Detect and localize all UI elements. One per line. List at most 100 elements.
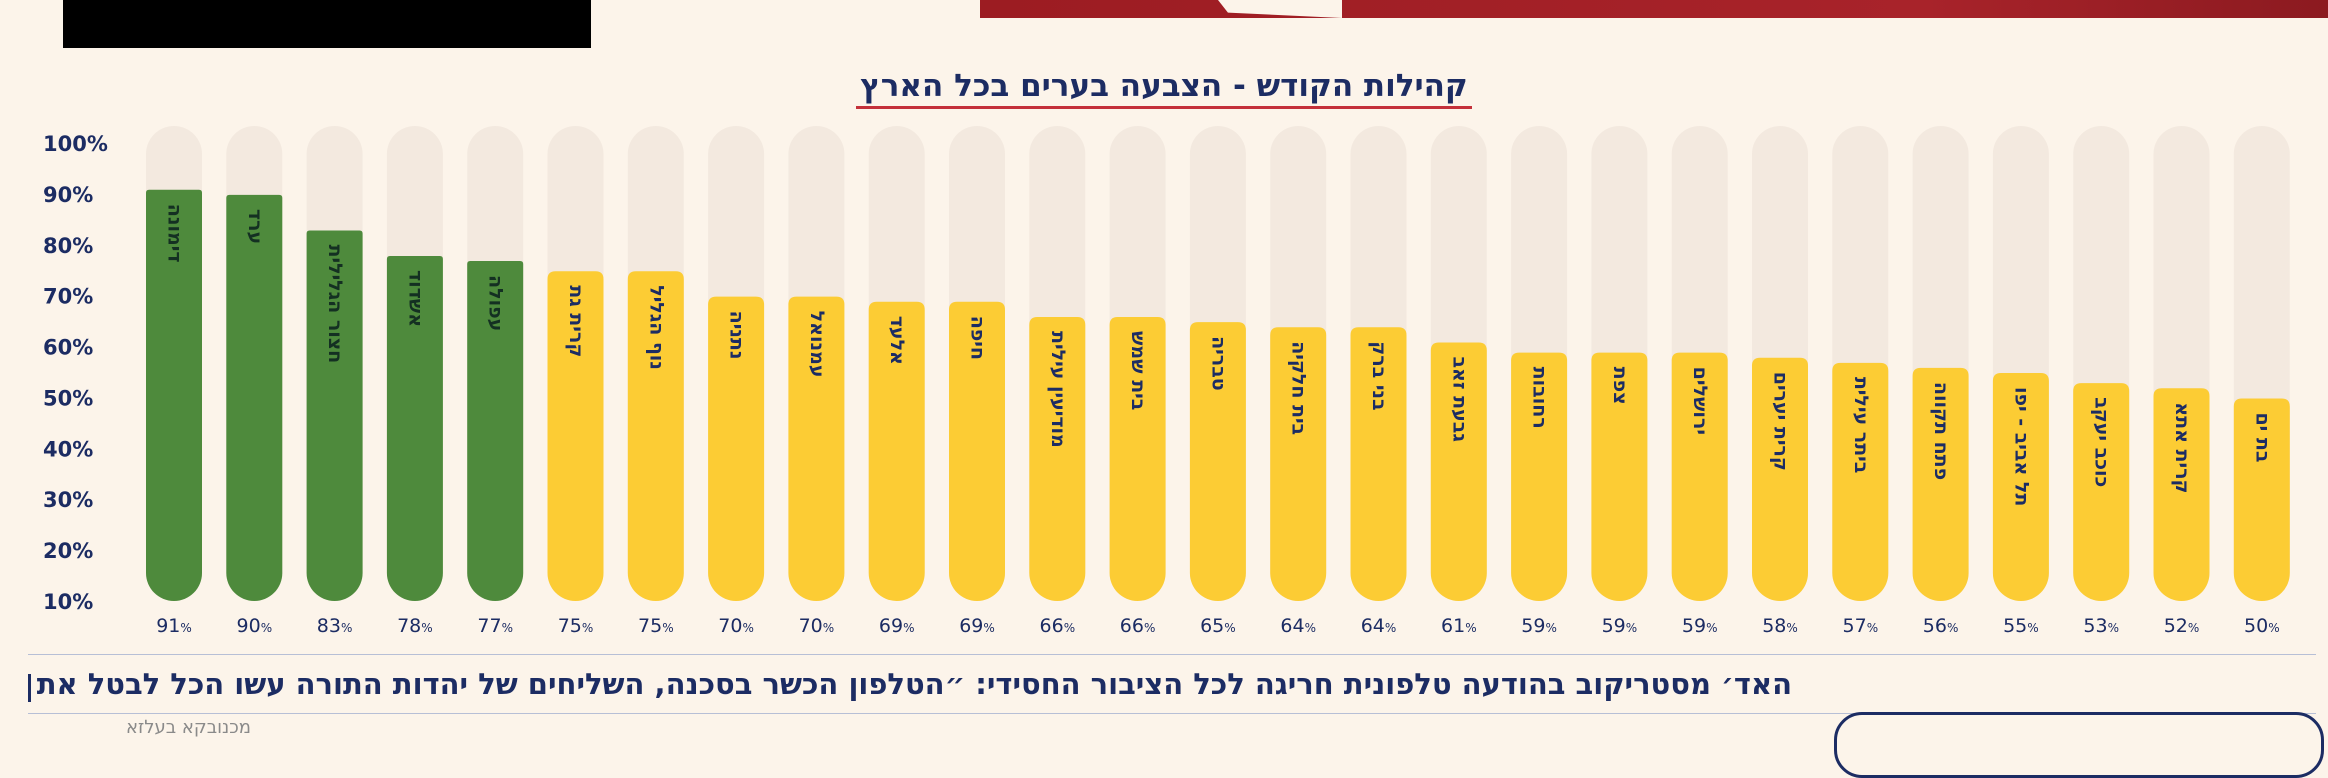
bar-value-label: 90%	[237, 615, 273, 637]
bar-category-label: ירושלים	[1689, 367, 1711, 435]
bar-category-label: רחובות	[1529, 367, 1551, 429]
bar-chart: 10% 20% 30% 40% 50% 60% 70% 80% 90% 100% דימונה 91%…	[43, 126, 2290, 637]
y-tick-label: 40%	[43, 437, 93, 461]
bar-value-label: 57%	[1843, 615, 1879, 637]
bar-value-label: 66%	[1040, 615, 1076, 637]
bar-value-label: 70%	[718, 615, 754, 637]
bar	[1832, 362, 1889, 601]
y-tick-label: 80%	[43, 234, 93, 258]
bar	[467, 261, 524, 601]
bar-value-label: 55%	[2003, 615, 2039, 637]
bar-value-label: 53%	[2083, 615, 2119, 637]
bar-category-label: קרית גת	[565, 285, 587, 357]
bar	[1912, 367, 1969, 601]
y-tick-label: 90%	[43, 183, 93, 207]
y-tick-label: 50%	[43, 386, 93, 410]
y-tick-label: 20%	[43, 539, 93, 563]
bar-category-label: ביתר עילית	[1850, 377, 1872, 474]
bar	[1350, 327, 1407, 601]
bar-category-label: חצור הגלילית	[324, 245, 346, 364]
chart-title-wrap: קהילות הקודש - הצבעה בערים בכל הארץ	[0, 68, 2328, 109]
bar-category-label: קרית יערים	[1770, 372, 1792, 471]
bar-value-label: 69%	[879, 615, 915, 637]
y-tick-label: 30%	[43, 488, 93, 512]
bar-category-label: דימונה	[164, 204, 186, 263]
bar-value-label: 66%	[1120, 615, 1156, 637]
bar	[547, 271, 604, 601]
bar-category-label: כוכב יעקב	[2091, 397, 2113, 487]
bar	[1591, 352, 1648, 601]
bar	[1029, 317, 1086, 601]
bar-category-label: בת ים	[2251, 412, 2273, 462]
bar	[2233, 398, 2290, 601]
photo-credit: מכנובקא בעלזא	[126, 717, 251, 738]
bar-category-label: מודיעין עילית	[1047, 331, 1069, 448]
divider-top	[28, 654, 2316, 655]
bar-value-label: 59%	[1521, 615, 1557, 637]
bar-category-label: אשדוד	[404, 270, 426, 327]
bar-value-label: 78%	[397, 615, 433, 637]
bar-category-label: פתח תקווה	[1930, 382, 1952, 480]
bar	[146, 189, 202, 602]
bar	[1270, 327, 1327, 601]
bar-category-label: קרית אתא	[2171, 402, 2193, 493]
bar-category-label: אלעד	[886, 316, 908, 365]
bar-category-label: בית שמש	[1127, 331, 1149, 410]
y-tick-label: 100%	[43, 132, 108, 156]
bar-value-label: 83%	[317, 615, 353, 637]
bar-value-label: 59%	[1682, 615, 1718, 637]
bar-value-label: 64%	[1280, 615, 1316, 637]
bar-category-label: בית חלקיה	[1288, 341, 1310, 435]
bar	[1992, 373, 2049, 601]
bar	[788, 296, 845, 601]
bar	[226, 194, 283, 601]
bar	[1511, 352, 1568, 601]
bar	[2153, 388, 2210, 601]
bar	[386, 255, 443, 601]
bar-value-label: 50%	[2244, 615, 2280, 637]
chart-title: קהילות הקודש - הצבעה בערים בכל הארץ	[856, 68, 1472, 109]
bar	[949, 301, 1005, 601]
bar	[1752, 357, 1808, 601]
bar	[1430, 342, 1487, 601]
bar-category-label: עמנואל	[806, 311, 828, 378]
bar-value-label: 69%	[959, 615, 995, 637]
headline-ticker-bar	[28, 674, 31, 702]
news-headline[interactable]: האד׳ מסטריקוב בהודעה טלפונית חריגה לכל ה…	[36, 667, 1792, 701]
bar-value-label: 91%	[156, 615, 192, 637]
bar-value-label: 56%	[1923, 615, 1959, 637]
bar	[627, 271, 684, 601]
bar-value-label: 59%	[1602, 615, 1638, 637]
bar-category-label: טבריה	[1207, 336, 1229, 391]
bar-value-label: 61%	[1441, 615, 1477, 637]
bar-category-label: גבעת זאב	[1448, 356, 1470, 441]
bar-category-label: חיפה	[967, 316, 989, 360]
bar-value-label: 70%	[799, 615, 835, 637]
bar-category-label: בני ברק	[1368, 341, 1390, 410]
bar-value-label: 65%	[1200, 615, 1236, 637]
divider-bottom	[28, 713, 2316, 714]
y-tick-label: 10%	[43, 590, 93, 614]
bar-category-label: נתניה	[726, 311, 748, 360]
y-tick-label: 60%	[43, 336, 93, 360]
bar-value-label: 75%	[638, 615, 674, 637]
bar	[1109, 317, 1166, 601]
bar-category-label: נוף הגליל	[645, 285, 667, 370]
bar-value-label: 75%	[558, 615, 594, 637]
bar-value-label: 58%	[1762, 615, 1798, 637]
bar	[306, 230, 363, 601]
corner-button-outline[interactable]	[1834, 712, 2324, 778]
bar-value-label: 77%	[477, 615, 513, 637]
bar	[708, 296, 765, 601]
bar-category-label: ערד	[244, 209, 266, 244]
bar-category-label: צפת	[1609, 367, 1631, 405]
bar	[2073, 383, 2130, 601]
bar-category-label: עפולה	[485, 275, 507, 331]
bar-category-label: תל אביב - יפו	[2010, 387, 2032, 506]
bar-value-label: 64%	[1361, 615, 1397, 637]
y-tick-label: 70%	[43, 285, 93, 309]
bar	[868, 301, 925, 601]
top-red-banner-notch	[1218, 0, 1342, 18]
bar-value-label: 52%	[2164, 615, 2200, 637]
top-black-banner	[63, 0, 591, 48]
